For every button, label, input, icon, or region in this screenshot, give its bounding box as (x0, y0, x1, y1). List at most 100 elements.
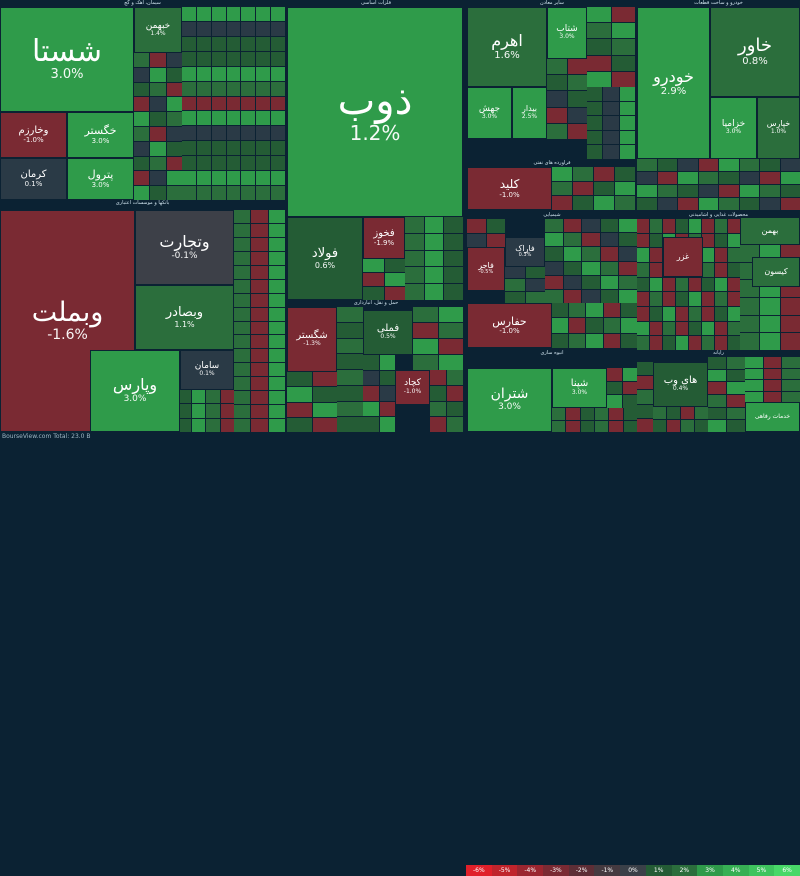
stock-tile-small[interactable] (552, 334, 568, 348)
stock-tile-small[interactable] (782, 380, 800, 391)
stock-tile-small[interactable] (619, 247, 637, 260)
stock-tile-small[interactable] (439, 307, 464, 322)
stock-tile-small[interactable] (601, 247, 619, 260)
stock-tile-small[interactable] (663, 292, 675, 306)
stock-tile-small[interactable] (241, 111, 255, 125)
stock-tile-small[interactable] (637, 376, 653, 389)
stock-tile-small[interactable] (568, 124, 588, 139)
stock-tile-small[interactable] (619, 233, 637, 246)
stock-tile-small[interactable] (197, 186, 211, 200)
stock-tile-small[interactable] (227, 7, 241, 21)
stock-tile-small[interactable] (637, 292, 649, 306)
stock-tile-small[interactable] (745, 380, 763, 391)
stock-tile-small[interactable] (568, 59, 588, 74)
stock-tile-small[interactable] (620, 131, 635, 145)
stock-tile-small[interactable] (227, 82, 241, 96)
stock-tile-small[interactable] (727, 357, 745, 369)
stock-tile-small[interactable] (405, 217, 424, 233)
stock-tile-small[interactable] (564, 290, 582, 303)
stock-tile-small[interactable] (760, 172, 780, 184)
stock-tile-small[interactable] (269, 391, 285, 404)
stock-tile-small[interactable] (234, 335, 250, 348)
stock-tile-small[interactable] (405, 234, 424, 250)
stock-tile-small[interactable] (564, 219, 582, 232)
stock-tile-small[interactable] (650, 307, 662, 321)
stock-tile-small[interactable] (430, 402, 446, 417)
stock-tile-small[interactable] (256, 37, 270, 51)
stock-tile-small[interactable] (313, 403, 338, 417)
stock-tile-small[interactable] (702, 248, 714, 262)
stock-tile-small[interactable] (607, 368, 622, 381)
stock-tile-small[interactable] (612, 72, 636, 87)
stock-tile-small[interactable] (313, 372, 338, 386)
stock-tile-small[interactable] (197, 97, 211, 111)
stock-tile-small[interactable] (568, 75, 588, 90)
stock-tile-small[interactable] (192, 419, 205, 432)
sector-title[interactable]: فلزات اساسی (287, 0, 465, 7)
stock-tile-small[interactable] (150, 186, 165, 200)
stock-tile-small[interactable] (227, 111, 241, 125)
stock-tile-small[interactable] (595, 421, 608, 433)
stock-tile-small[interactable] (425, 251, 444, 267)
stock-tile-small[interactable] (623, 382, 638, 395)
stock-tile-small[interactable] (728, 248, 740, 262)
stock-tile-small[interactable] (615, 196, 635, 210)
stock-tile-small[interactable] (740, 185, 760, 197)
stock-tile-small[interactable] (167, 127, 182, 141)
stock-tile-small[interactable] (760, 316, 779, 333)
stock-tile-small[interactable] (764, 392, 782, 403)
stock-tile-small[interactable] (587, 116, 602, 130)
stock-tile-small[interactable] (715, 234, 727, 248)
stock-tile-hafaras[interactable]: حفارس-1.0% (467, 303, 552, 348)
stock-tile-small[interactable] (251, 363, 267, 376)
stock-tile-small[interactable] (234, 210, 250, 223)
stock-tile-small[interactable] (182, 186, 196, 200)
stock-tile-small[interactable] (227, 37, 241, 51)
sector-title[interactable]: انبوه سازی (467, 350, 637, 357)
stock-tile-small[interactable] (582, 276, 600, 289)
stock-tile-small[interactable] (413, 323, 438, 338)
stock-tile-small[interactable] (182, 67, 196, 81)
stock-tile-small[interactable] (702, 263, 714, 277)
stock-tile-small[interactable] (587, 39, 611, 54)
stock-tile-small[interactable] (624, 421, 637, 433)
stock-tile-small[interactable] (197, 126, 211, 140)
stock-tile-small[interactable] (569, 334, 585, 348)
stock-tile-small[interactable] (251, 377, 267, 390)
stock-tile-small[interactable] (586, 303, 602, 317)
stock-tile-small[interactable] (728, 307, 740, 321)
stock-tile-small[interactable] (444, 234, 463, 250)
stock-tile-small[interactable] (234, 308, 250, 321)
stock-tile-small[interactable] (587, 23, 611, 38)
stock-tile-small[interactable] (212, 156, 226, 170)
stock-tile-small[interactable] (150, 112, 165, 126)
stock-tile-small[interactable] (271, 126, 285, 140)
stock-tile-small[interactable] (227, 156, 241, 170)
stock-tile-small[interactable] (212, 67, 226, 81)
stock-tile-small[interactable] (251, 419, 267, 432)
stock-tile-small[interactable] (197, 171, 211, 185)
stock-tile-small[interactable] (637, 263, 649, 277)
stock-tile-small[interactable] (708, 420, 726, 432)
stock-tile-small[interactable] (619, 290, 637, 303)
stock-tile-small[interactable] (363, 273, 384, 286)
stock-tile-small[interactable] (269, 335, 285, 348)
stock-tile-small[interactable] (728, 219, 740, 233)
stock-tile-small[interactable] (134, 53, 149, 67)
stock-tile-small[interactable] (740, 172, 760, 184)
stock-tile-small[interactable] (221, 419, 234, 432)
stock-tile-khedmat[interactable]: خدمات رفاهی (745, 402, 800, 432)
stock-tile-small[interactable] (256, 141, 270, 155)
stock-tile-small[interactable] (256, 111, 270, 125)
stock-tile-small[interactable] (587, 56, 611, 71)
stock-tile-small[interactable] (678, 185, 698, 197)
stock-tile-small[interactable] (241, 22, 255, 36)
stock-tile-small[interactable] (621, 318, 637, 332)
